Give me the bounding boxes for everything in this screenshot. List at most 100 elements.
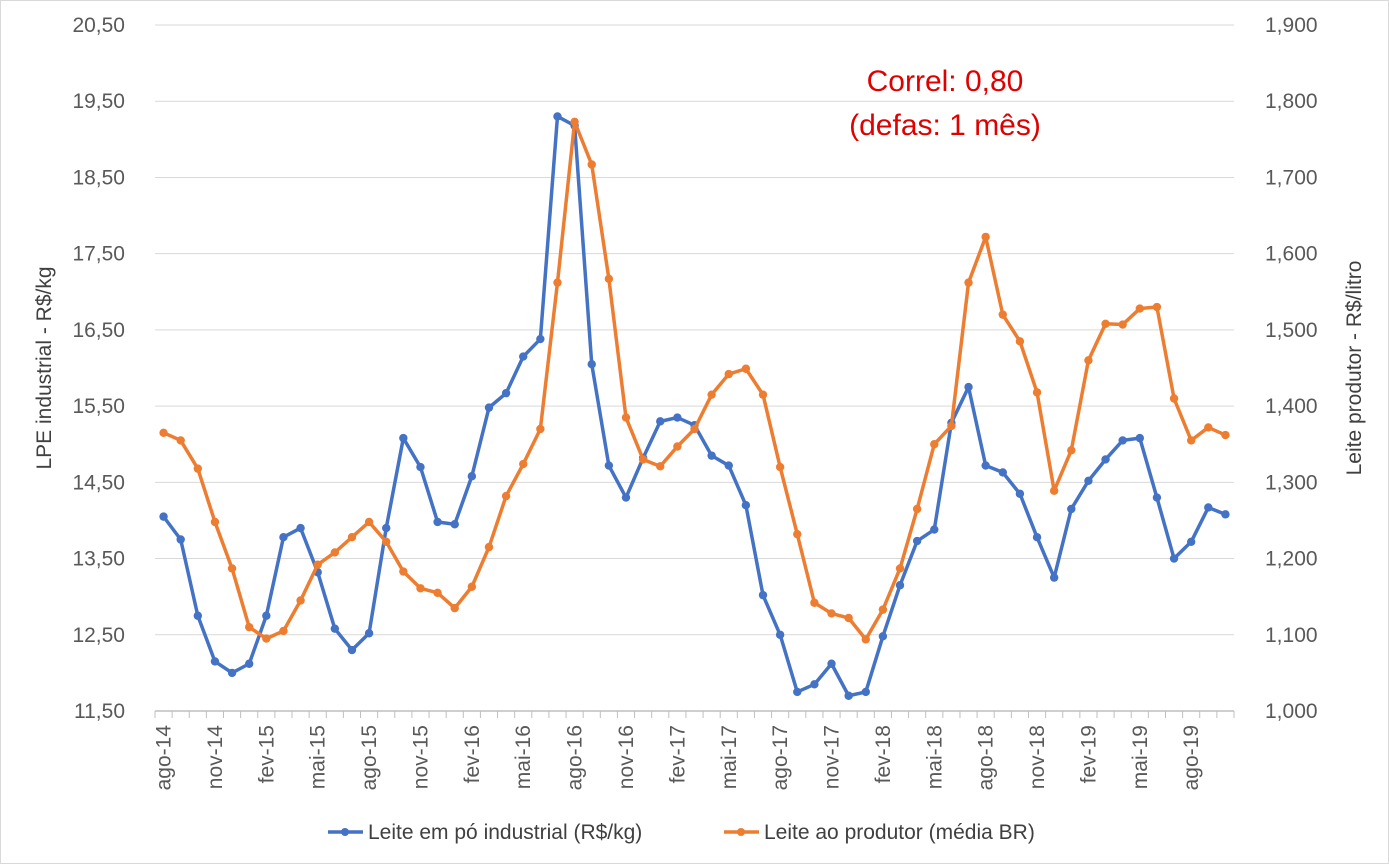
x-tick-label: ago-18 [975,725,998,790]
x-tick-label: ago-16 [564,725,587,790]
series-1-point [262,611,271,620]
series-2-point [998,310,1007,319]
series-1-point [741,501,751,510]
right-tick-label: 1,100 [1265,624,1318,647]
series-2-point [484,542,494,552]
series-2-point [416,584,425,593]
series-2 [159,117,1230,644]
series-1-point [895,581,905,590]
series-1-point [536,334,545,344]
left-tick-label: 11,50 [74,700,125,723]
series-2-point [741,364,751,373]
series-1-point [1049,573,1059,582]
series-2-point [673,442,682,451]
series-1-point [724,461,733,470]
series-2-point [382,537,391,546]
series-1-point [1186,537,1196,546]
series-1-point [793,687,802,697]
series-1-point [433,517,442,527]
series-2-point [775,462,785,472]
right-tick-label: 1,900 [1265,14,1318,37]
series-2-point [1067,446,1076,455]
series-1-point [1169,554,1179,563]
series-1-point [1101,455,1110,464]
series-2-point [861,635,870,644]
series-2-point [244,622,254,632]
series-2-point [656,462,665,471]
series-1-point [1135,433,1145,443]
series-1-point [159,512,168,521]
series-1-point [810,680,819,689]
left-tick-label: 12,50 [72,624,125,647]
right-tick-label: 1,800 [1265,90,1318,113]
series [159,112,1230,700]
x-tick-label: ago-19 [1180,725,1203,790]
series-2-point [895,564,905,573]
gridlines [155,24,1234,636]
series-1-point [861,687,870,697]
left-tick-label: 20,50 [72,14,125,37]
right-tick-label: 1,000 [1265,700,1318,723]
series-1-point [467,472,477,481]
series-2-point [844,613,853,623]
series-2-point [1152,302,1162,312]
legend-label-series-1: Leite em pó industrial (R$/kg) [368,821,642,844]
x-tick-label: fev-16 [461,725,484,783]
right-axis-ticks: 1,000 1,100 1,200 1,300 1,400 1,500 1,600 1,700… [1265,14,1318,723]
series-1-point [1067,504,1076,514]
series-1-point [210,657,220,666]
series-2-point [1169,394,1179,403]
x-tick-label: fev-15 [255,725,278,783]
right-tick-label: 1,700 [1265,166,1318,189]
series-2-point [210,517,220,527]
series-1-point [775,630,785,639]
x-tick-label: ago-14 [153,725,176,791]
series-1-point [484,403,494,412]
series-2-point [519,459,528,469]
x-tick-label: fev-17 [666,725,689,783]
series-1-point [193,611,203,620]
series-2-point [827,609,836,618]
series-1-point [176,535,185,544]
series-2-point [912,504,922,514]
left-tick-label: 18,50 [72,166,125,189]
series-2-point [638,455,648,464]
series-2-point [227,564,237,573]
series-1-point [364,629,374,638]
series-2-point [1032,388,1042,397]
series-2-point [296,596,305,605]
series-1-point [399,433,408,443]
series-2-point [707,390,716,399]
series-1-point [501,388,511,398]
legend: Leite em pó industrial (R$/kg) Leite ao … [328,821,1035,844]
series-1-point [1204,503,1213,512]
series-2-point [1084,356,1093,365]
series-1-point [604,461,614,470]
series-1-point [347,645,357,655]
series-1-point [382,523,391,533]
series-1-point [1084,476,1093,486]
series-2-point [193,464,203,473]
x-tick-label: ago-17 [769,725,792,790]
x-axis-ticks: ago-14 nov-14 fev-15 mai-15 ago-15 nov-15 fev-… [153,711,1235,791]
series-1-point [416,462,425,472]
series-2-point [262,634,271,643]
series-2-point [1221,430,1230,440]
x-tick-label: mai-19 [1129,725,1152,789]
series-1-point [553,112,562,121]
left-tick-label: 19,50 [72,90,125,113]
series-2-point [930,440,939,449]
series-2-point [313,560,322,569]
series-2-point [690,424,699,434]
left-axis-title: LPE industrial - R$/kg [33,266,56,469]
series-1-point [1152,493,1162,502]
x-tick-label: ago-15 [358,725,381,790]
right-tick-label: 1,400 [1265,395,1318,418]
series-2-point [878,605,888,614]
series-2-point [587,160,596,169]
series-2-point [981,232,990,242]
series-1-point [930,525,939,534]
left-tick-label: 15,50 [72,395,125,418]
legend-item-series-2: Leite ao produtor (média BR) [724,821,1035,844]
